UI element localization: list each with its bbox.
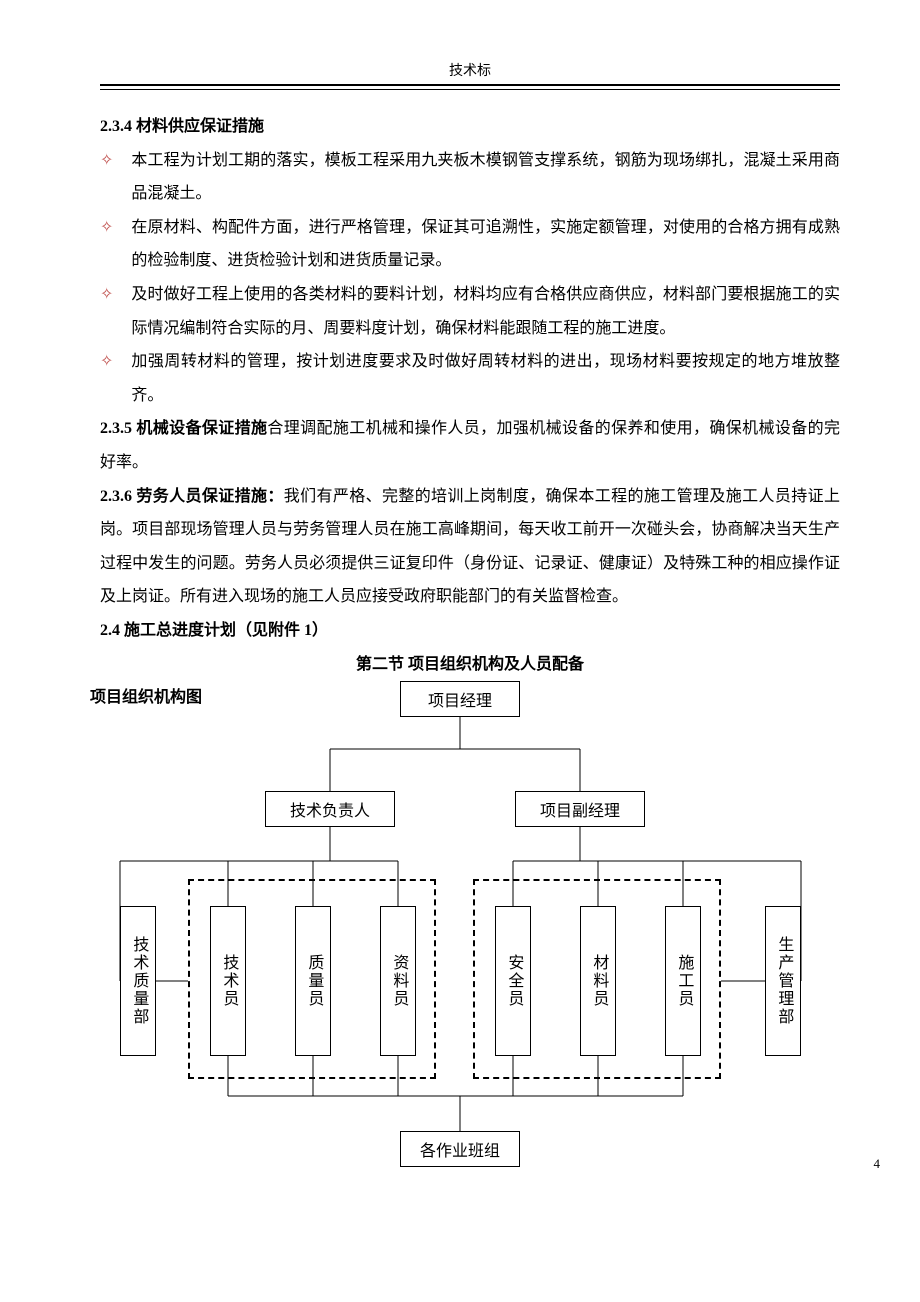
bullet-item: ✧ 加强周转材料的管理，按计划进度要求及时做好周转材料的进出，现场材料要按规定的… — [100, 345, 840, 412]
bullet-item: ✧ 及时做好工程上使用的各类材料的要料计划，材料均应有合格供应商供应，材料部门要… — [100, 278, 840, 345]
paragraph-2-3-5: 2.3.5 机械设备保证措施合理调配施工机械和操作人员，加强机械设备的保养和使用… — [100, 412, 840, 479]
section-2-title: 第二节 项目组织机构及人员配备 — [100, 648, 840, 682]
org-node-pm: 项目经理 — [400, 681, 520, 717]
org-node-cly: 材料员 — [580, 906, 616, 1056]
diamond-icon: ✧ — [100, 144, 113, 178]
org-node-tech: 技术负责人 — [265, 791, 395, 827]
bullet-item: ✧ 在原材料、构配件方面，进行严格管理，保证其可追溯性，实施定额管理，对使用的合… — [100, 211, 840, 278]
org-node-deputy: 项目副经理 — [515, 791, 645, 827]
page-container: 技术标 2.3.4 材料供应保证措施 ✧ 本工程为计划工期的落实，模板工程采用九… — [0, 0, 920, 1302]
org-node-aqy: 安全员 — [495, 906, 531, 1056]
org-node-jsy: 技术员 — [210, 906, 246, 1056]
bullet-text: 在原材料、构配件方面，进行严格管理，保证其可追溯性，实施定额管理，对使用的合格方… — [131, 211, 840, 278]
org-node-techqa: 技术质量部 — [120, 906, 156, 1056]
running-header: 技术标 — [100, 60, 840, 80]
text-2-3-6: 我们有严格、完整的培训上岗制度，确保本工程的施工管理及施工人员持证上岗。项目部现… — [100, 488, 840, 606]
heading-2-3-5: 2.3.5 机械设备保证措施 — [100, 420, 267, 437]
bullet-text: 及时做好工程上使用的各类材料的要料计划，材料均应有合格供应商供应，材料部门要根据… — [131, 278, 840, 345]
diamond-icon: ✧ — [100, 278, 113, 312]
heading-2-4: 2.4 施工总进度计划（见附件 1） — [100, 614, 840, 648]
org-node-sgy: 施工员 — [665, 906, 701, 1056]
bullet-text: 本工程为计划工期的落实，模板工程采用九夹板木模钢管支撑系统，钢筋为现场绑扎，混凝… — [131, 144, 840, 211]
page-number: 4 — [874, 1156, 881, 1172]
bullet-item: ✧ 本工程为计划工期的落实，模板工程采用九夹板木模钢管支撑系统，钢筋为现场绑扎，… — [100, 144, 840, 211]
org-chart: 项目组织机构图 项目经理技术负责人项目副经理技术质量部技术员质量员资料员安全员材… — [100, 681, 840, 1171]
org-node-zly: 质量员 — [295, 906, 331, 1056]
header-rule — [100, 84, 840, 90]
heading-2-3-4: 2.3.4 材料供应保证措施 — [100, 110, 840, 144]
paragraph-2-3-6: 2.3.6 劳务人员保证措施：我们有严格、完整的培训上岗制度，确保本工程的施工管… — [100, 480, 840, 614]
heading-2-3-6: 2.3.6 劳务人员保证措施： — [100, 488, 284, 505]
org-node-prod: 生产管理部 — [765, 906, 801, 1056]
diamond-icon: ✧ — [100, 345, 113, 379]
org-node-zly2: 资料员 — [380, 906, 416, 1056]
org-node-team: 各作业班组 — [400, 1131, 520, 1167]
bullet-text: 加强周转材料的管理，按计划进度要求及时做好周转材料的进出，现场材料要按规定的地方… — [131, 345, 840, 412]
diamond-icon: ✧ — [100, 211, 113, 245]
